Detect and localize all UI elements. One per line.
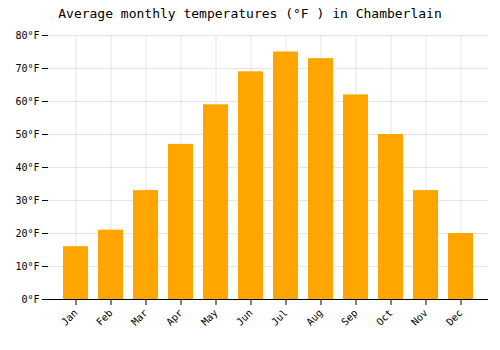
svg-text:Feb: Feb (94, 307, 115, 328)
svg-text:Sep: Sep (339, 307, 360, 328)
svg-text:60°F: 60°F (15, 96, 39, 107)
svg-text:Jul: Jul (269, 307, 290, 328)
svg-text:20°F: 20°F (15, 228, 39, 239)
svg-text:40°F: 40°F (15, 162, 39, 173)
svg-text:Oct: Oct (374, 307, 395, 328)
svg-text:50°F: 50°F (15, 129, 39, 140)
svg-text:Aug: Aug (304, 307, 325, 328)
svg-text:10°F: 10°F (15, 261, 39, 272)
svg-text:Dec: Dec (444, 307, 465, 328)
svg-text:Jan: Jan (59, 307, 80, 328)
svg-text:Mar: Mar (129, 307, 150, 328)
svg-text:Nov: Nov (409, 307, 430, 328)
svg-text:Apr: Apr (164, 307, 185, 328)
svg-text:70°F: 70°F (15, 63, 39, 74)
svg-text:80°F: 80°F (15, 30, 39, 41)
svg-text:30°F: 30°F (15, 195, 39, 206)
svg-text:May: May (199, 307, 220, 328)
svg-text:Jun: Jun (234, 307, 255, 328)
html-text:Average monthly temperatures (: Average monthly temperatures (°F ) in Ch… (58, 6, 442, 21)
svg-text:0°F: 0°F (21, 294, 39, 305)
